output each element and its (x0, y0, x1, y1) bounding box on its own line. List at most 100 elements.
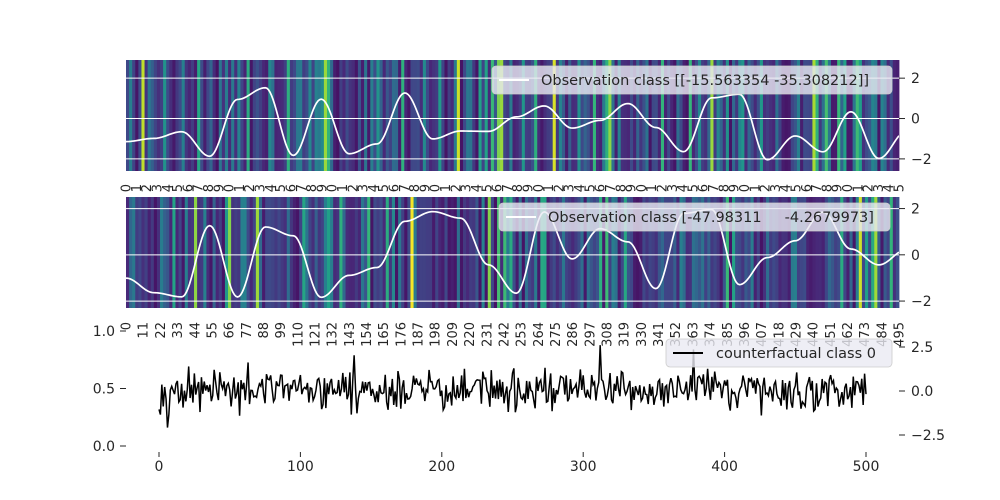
heatmap-cell (877, 60, 881, 171)
heatmap-cell (224, 197, 229, 308)
heatmap-cell (676, 60, 680, 171)
heatmap-cell (633, 60, 637, 171)
heatmap-cell (704, 197, 708, 308)
x-tick-label: 165 (377, 322, 392, 347)
heatmap-cell (472, 197, 476, 308)
heatmap-cell (806, 60, 810, 171)
heatmap-cell (512, 197, 516, 308)
heatmap-cell (892, 60, 897, 171)
heatmap-cell (280, 197, 285, 308)
x-tick-label: 6 (594, 184, 609, 192)
heatmap-cell (583, 197, 588, 308)
heatmap-cell (735, 60, 739, 171)
heatmap-cell (320, 60, 325, 171)
heatmap-cell (630, 60, 634, 171)
left-y-tick-label: 1.0 (93, 324, 115, 340)
heatmap-cell (459, 197, 464, 308)
heatmap-cell (429, 197, 433, 308)
x-tick-label: 1 (130, 184, 145, 192)
x-tick-label: 6 (800, 184, 815, 192)
heatmap-cell (787, 197, 792, 308)
heatmap-cell (249, 197, 254, 308)
heatmap-cell (129, 197, 133, 308)
heatmap-cell (552, 197, 557, 308)
heatmap-cell (886, 60, 891, 171)
heatmap-cell (701, 197, 705, 308)
heatmap-cell (209, 60, 213, 171)
bottom-legend: counterfactual class 0 (665, 338, 893, 368)
heatmap-cell (592, 60, 597, 171)
heatmap-cell (623, 197, 628, 308)
heatmap-cell (413, 197, 418, 308)
heatmap-cell (639, 197, 643, 308)
heatmap-cell (670, 197, 674, 308)
heatmap-cell (880, 197, 884, 308)
heatmap-cell (803, 60, 807, 171)
heatmap-cell (614, 60, 619, 171)
x-tick-label: 187 (412, 322, 427, 347)
heatmap-cell (561, 60, 566, 171)
heatmap-cell (568, 60, 572, 171)
heatmap-cell (834, 197, 838, 308)
top-legend-box (491, 65, 893, 95)
top-legend-label: Observation class [[-15.563354 -35.30821… (541, 73, 869, 89)
heatmap-cell (849, 197, 854, 308)
x-tick-label: 9 (625, 184, 640, 192)
heatmap-cell (592, 197, 597, 308)
heatmap-cell (769, 60, 773, 171)
heatmap-cell (289, 197, 294, 308)
y-tick-label: 2 (911, 71, 920, 87)
heatmap-cell (299, 197, 303, 308)
heatmap-cell (243, 197, 247, 308)
heatmap-cell (385, 60, 390, 171)
heatmap-cell (175, 197, 179, 308)
heatmap-cell (855, 60, 860, 171)
heatmap-cell (685, 197, 690, 308)
heatmap-cell (787, 60, 792, 171)
heatmap-cell (701, 60, 705, 171)
x-tick-label: 5 (686, 184, 701, 192)
x-tick-label: 2 (552, 184, 567, 192)
heatmap-cell (401, 60, 405, 171)
left-y-tick-label: 0.0 (93, 439, 115, 455)
heatmap-cell (846, 197, 850, 308)
heatmap-cell (506, 197, 510, 308)
heatmap-cell (206, 60, 210, 171)
heatmap-cell (800, 197, 804, 308)
heatmap-cell (595, 60, 600, 171)
heatmap-cell (759, 197, 764, 308)
heatmap-cell (376, 197, 380, 308)
x-tick-label: 7 (295, 184, 310, 192)
heatmap-cell (586, 197, 591, 308)
heatmap-cell (843, 197, 847, 308)
bottom-legend-label: counterfactual class 0 (716, 346, 876, 362)
heatmap-cell (679, 60, 683, 171)
x-tick-label: 9 (212, 184, 227, 192)
heatmap-cell (200, 197, 204, 308)
heatmap-cell (880, 60, 884, 171)
heatmap-cell (543, 60, 547, 171)
x-tick-label: 341 (652, 322, 667, 347)
heatmap-cell (478, 60, 482, 171)
heatmap-cell (141, 197, 145, 308)
heatmap-cell (212, 197, 217, 308)
x-tick-label: 3 (666, 184, 681, 192)
heatmap-cell (302, 60, 306, 171)
heatmap-cell (753, 197, 758, 308)
x-tick-label: 9 (315, 184, 330, 192)
heatmap-cell (345, 197, 350, 308)
heatmap-cell (657, 197, 662, 308)
heatmap-cell (336, 60, 340, 171)
x-tick-label: 0 (326, 184, 341, 192)
heatmap-cell (673, 197, 677, 308)
x-tick-label: 7 (192, 184, 207, 192)
heatmap-cell (215, 60, 220, 171)
heatmap-cell (728, 60, 733, 171)
top-y-ticks: 2 0 −2 (899, 71, 932, 168)
heatmap-cell (326, 60, 331, 171)
heatmap-cell (707, 60, 711, 171)
heatmap-cell (815, 60, 820, 171)
heatmap-cell (302, 197, 306, 308)
heatmap-cell (283, 197, 288, 308)
x-tick-label: 8 (820, 184, 835, 192)
